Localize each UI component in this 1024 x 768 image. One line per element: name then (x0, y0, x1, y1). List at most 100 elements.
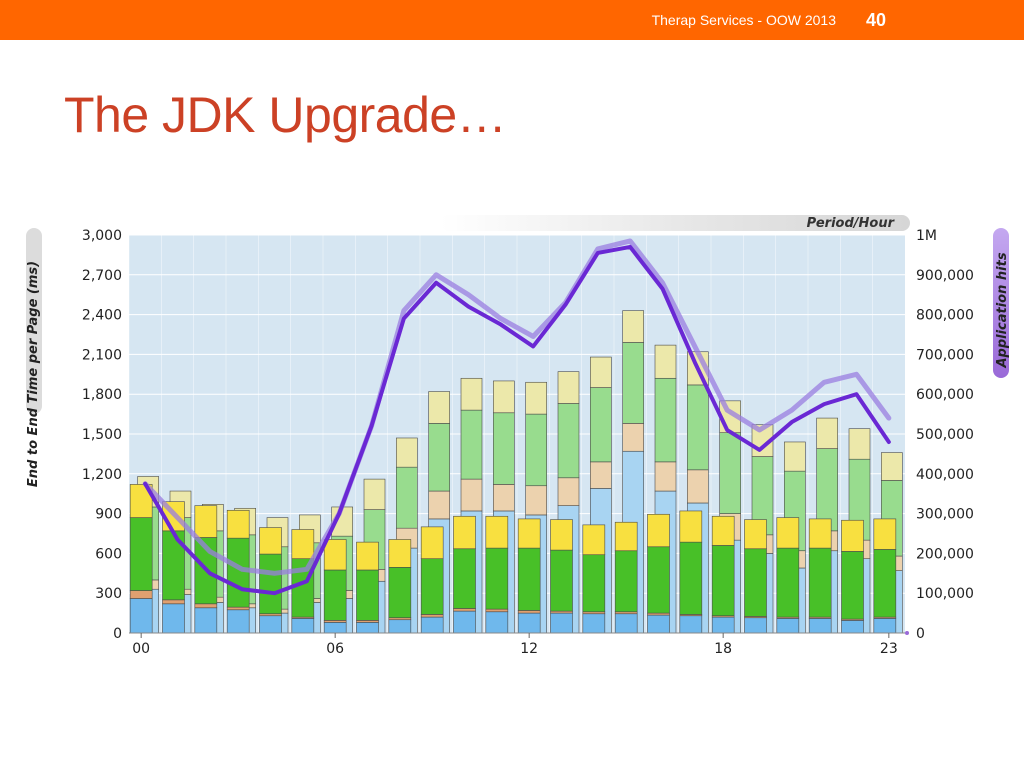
new-bar-segment (550, 519, 573, 551)
old-bar-segment (816, 417, 838, 449)
new-bar (808, 518, 832, 634)
y-right-tick-label: 700,000 (916, 347, 974, 363)
new-bar-segment (550, 549, 573, 612)
new-bar (453, 515, 476, 634)
new-bar-segment (517, 518, 541, 549)
old-bar-segment (493, 484, 515, 512)
old-bar-segment (525, 413, 547, 487)
old-bar-segment (525, 381, 547, 415)
new-bar-segment (194, 607, 218, 634)
new-bar-segment (356, 569, 379, 621)
new-bar (291, 529, 315, 634)
y-tick-label: 1,200 (82, 467, 122, 483)
new-bar (388, 539, 412, 634)
new-bar-segment (356, 541, 379, 571)
old-bar-segment (460, 409, 483, 480)
new-bar-segment (226, 609, 250, 634)
old-bar-segment (687, 469, 709, 504)
y-right-tick-label: 600,000 (916, 387, 974, 403)
old-bar-segment (525, 485, 547, 516)
old-bar-segment (557, 403, 580, 479)
y-tick-label: 2,400 (82, 308, 122, 324)
old-bar-segment (590, 461, 612, 489)
new-bar-segment (808, 518, 832, 549)
slide-number: 40 (865, 10, 887, 30)
new-bar-segment (194, 505, 218, 538)
new-bar-segment (517, 610, 541, 614)
new-bar (517, 518, 541, 634)
new-bar (744, 519, 767, 634)
new-bar-segment (420, 526, 444, 560)
old-bar-segment (654, 461, 677, 492)
new-bar-segment (291, 618, 315, 634)
y-right-tick-label: 200,000 (916, 546, 974, 562)
chart-title-pill (440, 215, 910, 231)
new-bar-segment (679, 615, 703, 634)
right-axis-pill (993, 228, 1009, 378)
new-bar-segment (453, 610, 476, 634)
new-bar-segment (873, 549, 897, 618)
old-bar-segment (493, 412, 515, 485)
new-bar (841, 519, 864, 634)
hits-line-light (142, 238, 892, 576)
axes: 0 300 600 900 1,200 1,500 1,800 2,100 2,400 2,700… (82, 228, 974, 657)
new-bar (323, 539, 347, 634)
old-bar-segment (784, 441, 806, 472)
old-bar-segment (460, 377, 483, 411)
new-bar-segment (323, 622, 347, 634)
old-bar-segment (622, 310, 644, 343)
x-tick-label: 23 (880, 641, 898, 657)
new-bar-segment (485, 547, 509, 610)
y-right-tick-label: 0 (916, 626, 925, 642)
new-bar-segment (162, 599, 185, 605)
new-bar-segment (614, 613, 638, 634)
new-bar-segment (194, 603, 218, 609)
old-bar-segment (719, 432, 741, 514)
axis-end-marker (905, 631, 909, 635)
new-bar-segment (226, 537, 250, 608)
new-bar (129, 484, 153, 634)
new-bar-segment (129, 484, 153, 518)
new-bar-segment (808, 547, 832, 618)
old-bar-segment (687, 384, 709, 471)
new-bar-segment (550, 612, 573, 634)
new-bar-segment (517, 547, 541, 611)
new-bar-segment (711, 545, 735, 617)
old-bar-segment (881, 452, 903, 481)
old-bar-segment (654, 377, 677, 463)
new-bar-segment (744, 519, 767, 550)
old-bar-segment (363, 478, 386, 510)
new-bar-segment (323, 539, 347, 571)
y-right-tick-label: 300,000 (916, 507, 974, 523)
old-bar-segment (428, 423, 450, 492)
new-bar (873, 518, 897, 634)
new-bar (614, 521, 638, 634)
new-bar-segment (453, 548, 476, 609)
new-bar-segment (776, 618, 800, 634)
new-bar-segment (388, 539, 412, 568)
y-tick-label: 0 (113, 626, 122, 642)
old-bar-segment (460, 478, 483, 512)
x-tick-label: 12 (520, 641, 538, 657)
new-bar (776, 517, 800, 634)
new-bar-segment (420, 614, 444, 618)
new-bar-segment (259, 527, 282, 555)
old-bar-segment (428, 490, 450, 520)
y-tick-label: 300 (95, 586, 122, 602)
slide-title: The JDK Upgrade… (64, 87, 507, 143)
new-bar-segment (679, 541, 703, 615)
new-bar-segment (485, 515, 509, 549)
y-tick-label: 1,800 (82, 387, 122, 403)
new-bar-segment (453, 515, 476, 550)
new-bars (129, 484, 897, 634)
new-bar-segment (873, 518, 897, 550)
new-bar-segment (129, 598, 153, 634)
new-bar-segment (129, 517, 153, 591)
old-bar-segment (654, 344, 677, 379)
new-bar-segment (776, 517, 800, 549)
old-bar-segment (396, 466, 418, 529)
new-bar (647, 513, 670, 634)
y-tick-label: 2,700 (82, 268, 122, 284)
new-bar (679, 510, 703, 634)
new-bar-segment (647, 614, 670, 634)
